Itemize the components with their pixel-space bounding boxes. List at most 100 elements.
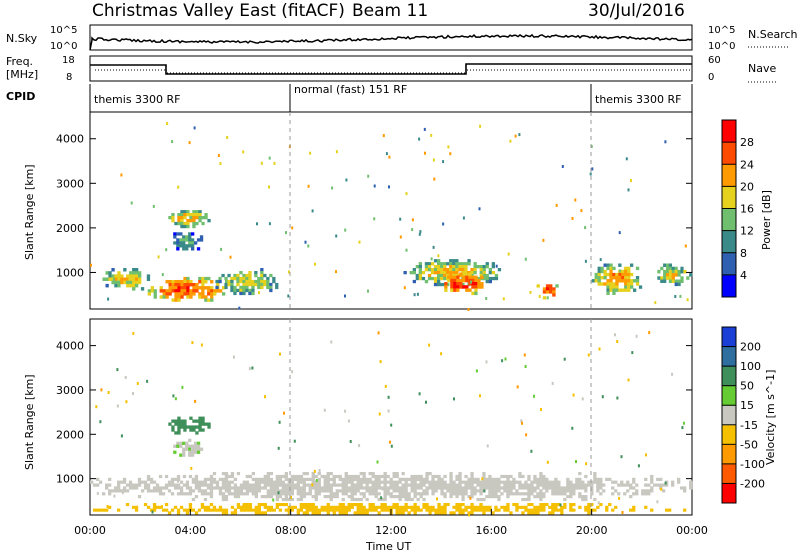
velocity-cell — [177, 428, 181, 432]
velocity-cell — [281, 486, 285, 490]
power-scatter-point — [219, 162, 222, 165]
velocity-cell — [440, 486, 444, 490]
power-cell — [427, 262, 432, 266]
velocity-cell — [470, 480, 474, 484]
velocity-cell — [467, 505, 471, 509]
velocity-cell — [530, 508, 534, 512]
velocity-cell — [536, 505, 540, 509]
velocity-cell — [392, 472, 396, 476]
velocity-cell — [344, 474, 348, 479]
velocity-scatter-point — [469, 496, 472, 500]
velocity-cell — [293, 474, 297, 479]
power-cell — [615, 272, 619, 277]
velocity-cell — [542, 474, 546, 479]
power-cell — [266, 282, 270, 287]
velocity-cell — [518, 486, 522, 490]
velocity-cell — [488, 480, 492, 484]
velocity-cell — [587, 503, 591, 507]
power-cell — [242, 282, 246, 287]
power-cell — [215, 279, 219, 284]
velocity-cell — [461, 486, 465, 490]
velocity-cell — [443, 483, 447, 487]
velocity-cell — [221, 477, 226, 481]
velocity-cell — [359, 486, 363, 490]
velocity-scatter-point — [597, 501, 600, 505]
velocity-cell — [449, 477, 453, 481]
power-cell — [624, 272, 628, 277]
power-cell — [176, 247, 180, 251]
velocity-cell — [224, 508, 229, 512]
power-cell — [248, 276, 252, 281]
velocity-scatter-point — [671, 372, 674, 376]
power-cell — [191, 232, 195, 236]
velocity-cell — [569, 503, 573, 507]
velocity-cell — [215, 480, 220, 484]
power-cell — [111, 280, 115, 285]
velocity-cell — [446, 489, 450, 493]
power-cell — [660, 276, 664, 280]
velocity-cell — [200, 483, 205, 487]
velocity-cell — [224, 495, 229, 499]
power-cell — [603, 282, 607, 286]
power-cell — [633, 279, 637, 283]
velocity-cell — [461, 495, 465, 499]
velocity-cell — [368, 486, 372, 490]
velocity-cell — [386, 492, 390, 496]
power-cell — [683, 269, 687, 274]
velocity-ylabel: Slant Range [km] — [23, 374, 36, 470]
nave-label: Nave — [748, 62, 776, 75]
velocity-cell — [179, 441, 183, 445]
velocity-cell — [506, 495, 510, 499]
velocity-cell — [332, 508, 336, 512]
velocity-cell — [155, 486, 160, 490]
power-cell — [471, 278, 475, 283]
time-tick-label: 20:00 — [576, 524, 608, 537]
velocity-cell — [314, 495, 318, 499]
power-cell — [177, 289, 181, 293]
power-cell — [458, 262, 462, 266]
velocity-cell — [281, 483, 285, 487]
nsky-trace — [89, 33, 693, 51]
velocity-cell — [99, 508, 103, 512]
velocity-scatter-point — [279, 352, 281, 356]
power-cell — [433, 268, 438, 272]
velocity-cell — [167, 489, 172, 493]
velocity-cell — [317, 492, 321, 496]
velocity-cell — [183, 422, 187, 426]
velocity-cell — [575, 483, 579, 487]
power-scatter-point — [524, 257, 527, 261]
velocity-cell — [599, 483, 603, 487]
velocity-cell — [218, 486, 223, 490]
velocity-cell — [218, 489, 223, 493]
velocity-colorbar-tick-label: 15 — [740, 399, 754, 412]
velocity-cell — [410, 497, 414, 502]
velocity-cell — [164, 486, 169, 490]
velocity-cell — [356, 483, 360, 487]
power-cell — [186, 280, 190, 284]
velocity-cell — [122, 477, 127, 481]
freq-label-1: Freq. — [6, 55, 33, 68]
velocity-cell — [209, 503, 214, 507]
time-tick-label: 04:00 — [174, 524, 206, 537]
power-cell — [666, 266, 670, 271]
velocity-scatter-point — [381, 487, 384, 491]
power-cell — [204, 298, 208, 302]
date-title: 30/Jul/2016 — [588, 1, 685, 21]
power-cell — [433, 276, 438, 281]
velocity-cell — [401, 472, 405, 476]
velocity-cell — [200, 489, 205, 493]
velocity-cell — [143, 483, 148, 487]
velocity-cell — [368, 503, 372, 507]
velocity-cell — [593, 508, 597, 512]
velocity-cell — [419, 480, 423, 484]
velocity-cell — [198, 422, 202, 426]
power-cell — [494, 273, 499, 278]
power-cell — [552, 287, 556, 291]
velocity-cell — [482, 486, 486, 490]
velocity-scatter-point — [621, 511, 624, 514]
power-cell — [230, 276, 234, 281]
velocity-cell — [341, 483, 345, 487]
velocity-cell — [305, 492, 309, 496]
velocity-scatter-point — [481, 477, 484, 481]
